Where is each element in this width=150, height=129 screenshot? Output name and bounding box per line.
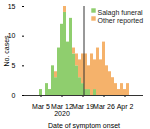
svg-text:5: 5 [12, 62, 16, 69]
svg-text:Other reported: Other reported [98, 17, 144, 25]
svg-text:Mar 19: Mar 19 [72, 103, 94, 110]
svg-text:Mar 26: Mar 26 [93, 103, 115, 110]
svg-text:10: 10 [7, 32, 16, 40]
svg-text:Mar 122020: Mar 122020 [51, 103, 73, 117]
svg-text:Date of symptom onset: Date of symptom onset [48, 122, 120, 129]
svg-text:Salagh funeral: Salagh funeral [98, 9, 144, 17]
svg-text:15: 15 [8, 3, 16, 10]
svg-text:0: 0 [12, 92, 16, 99]
svg-text:Apr 2: Apr 2 [117, 103, 134, 111]
svg-text:Mar 5: Mar 5 [32, 103, 50, 110]
svg-text:No. cases: No. cases [3, 35, 10, 67]
